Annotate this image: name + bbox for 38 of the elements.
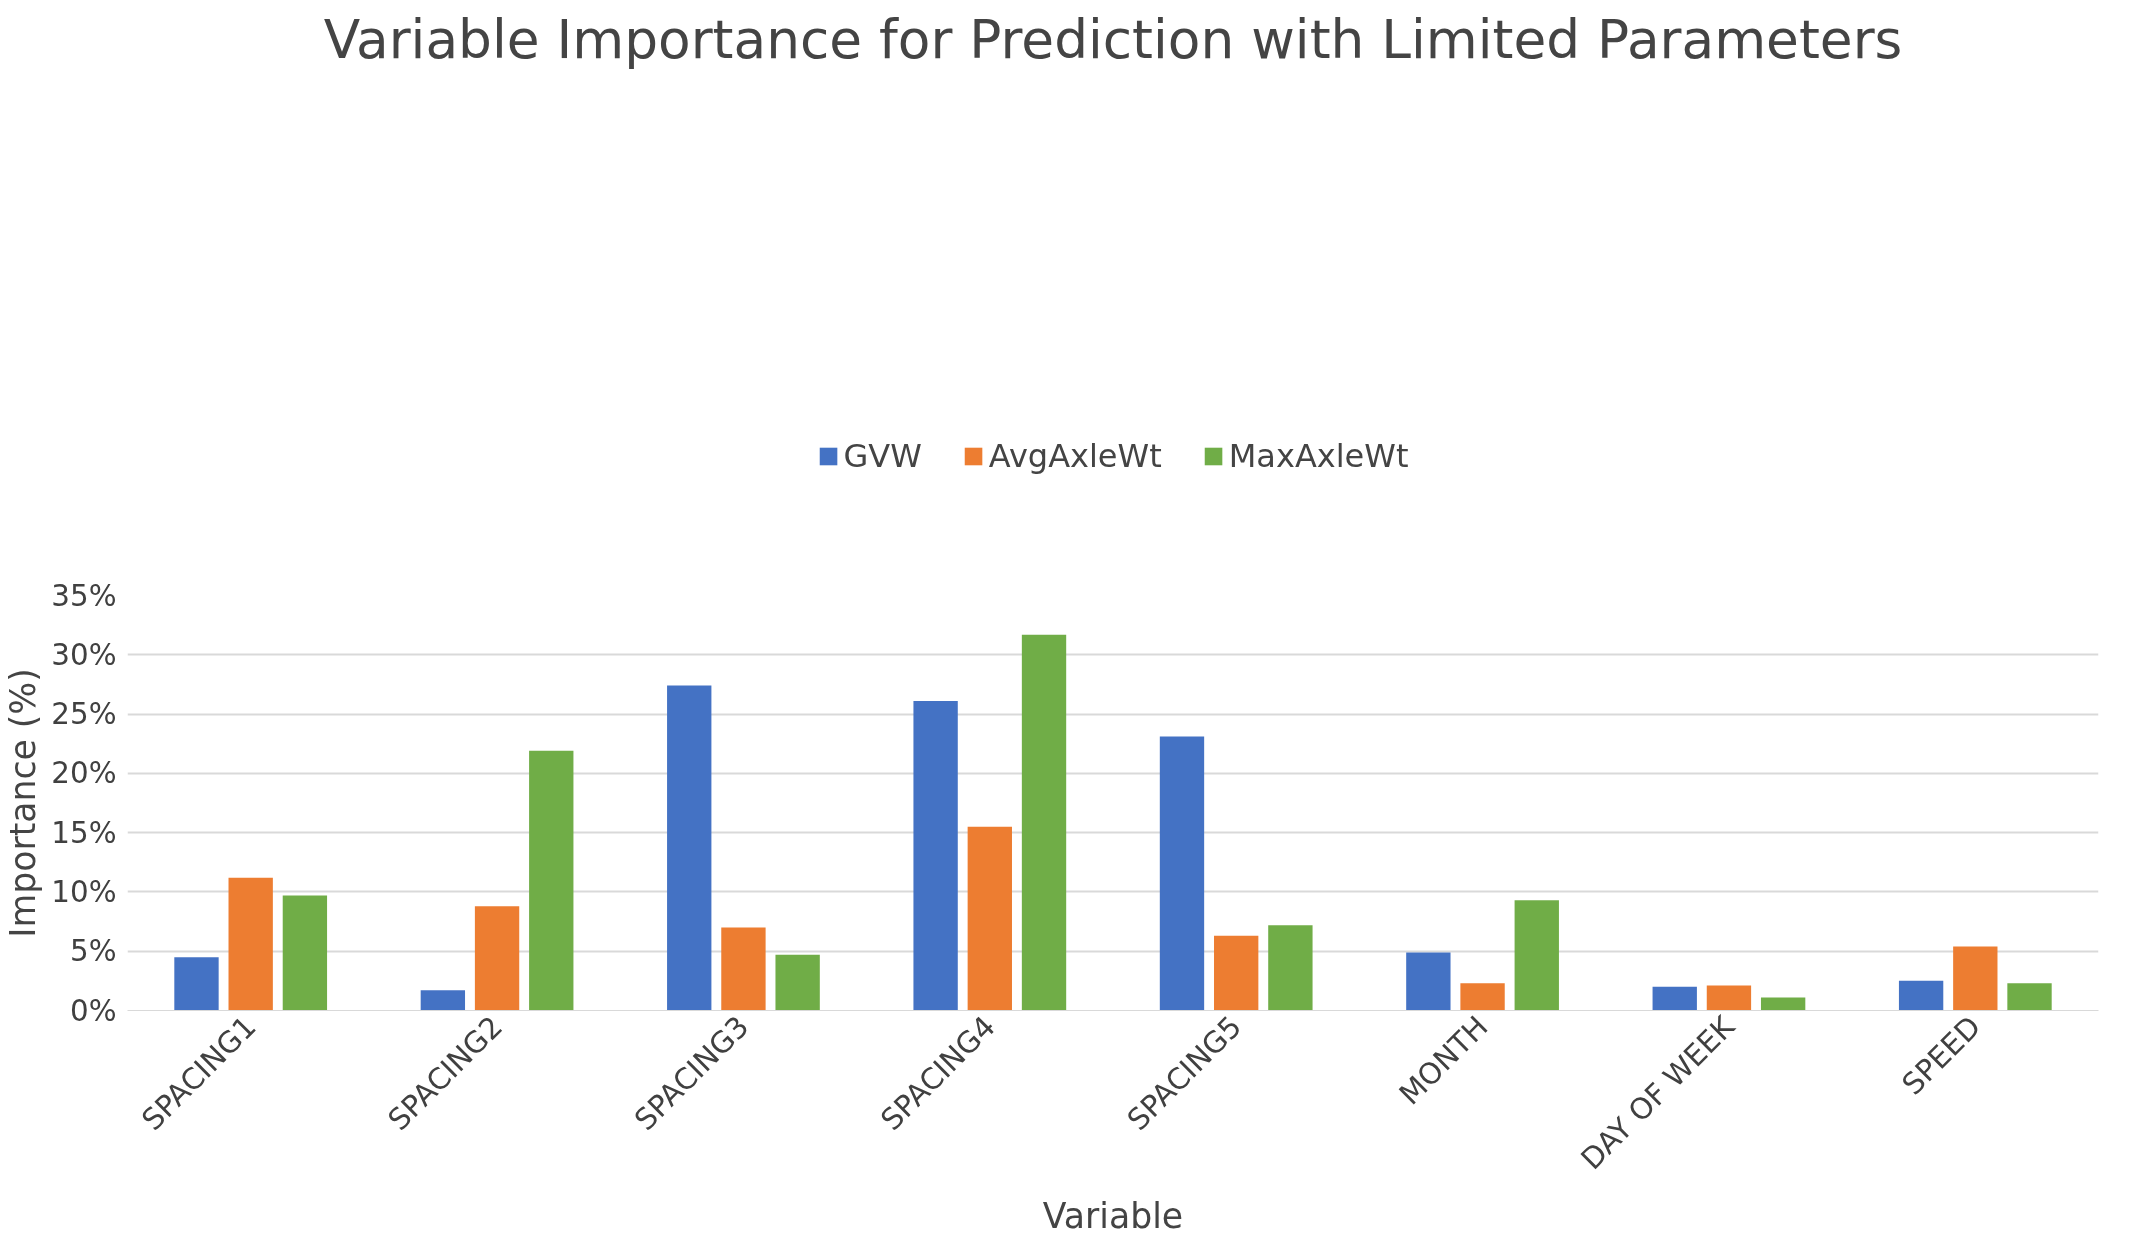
bar	[2007, 983, 2052, 1011]
bar	[1460, 983, 1505, 1011]
bar	[1652, 986, 1697, 1011]
y-axis-title: Importance (%)	[3, 668, 44, 938]
y-tick-label: 15%	[51, 815, 117, 850]
bar	[1706, 985, 1752, 1011]
bar	[282, 895, 328, 1011]
legend-label: AvgAxleWt	[988, 436, 1162, 475]
bar	[1214, 935, 1259, 1011]
bar	[1514, 900, 1559, 1011]
bar	[775, 954, 820, 1011]
bar	[174, 957, 219, 1011]
bar	[420, 990, 466, 1011]
x-axis-title: Variable	[1042, 1196, 1184, 1237]
y-tick-label: 10%	[51, 874, 117, 909]
bar	[721, 927, 766, 1011]
chart-title: Variable Importance for Prediction with Limited Parameters	[323, 7, 1903, 71]
bar	[1268, 925, 1313, 1011]
y-tick-label: 25%	[51, 697, 117, 732]
bar	[1159, 736, 1205, 1011]
bar	[1898, 980, 1944, 1011]
bar	[667, 685, 712, 1011]
bar	[228, 877, 273, 1011]
y-tick-label: 35%	[51, 578, 117, 613]
legend-label: GVW	[843, 436, 922, 475]
bar	[1021, 634, 1067, 1011]
y-tick-label: 30%	[51, 637, 117, 672]
y-tick-label: 0%	[69, 993, 117, 1028]
bar	[1953, 946, 1998, 1011]
bar	[1760, 997, 1806, 1011]
legend-label: MaxAxleWt	[1228, 436, 1409, 475]
bar	[967, 826, 1012, 1011]
y-tick-label: 5%	[69, 934, 117, 969]
bar	[1406, 952, 1451, 1011]
bar	[474, 906, 520, 1011]
bar	[529, 750, 574, 1011]
y-tick-label: 20%	[51, 756, 117, 791]
bar	[913, 701, 958, 1011]
